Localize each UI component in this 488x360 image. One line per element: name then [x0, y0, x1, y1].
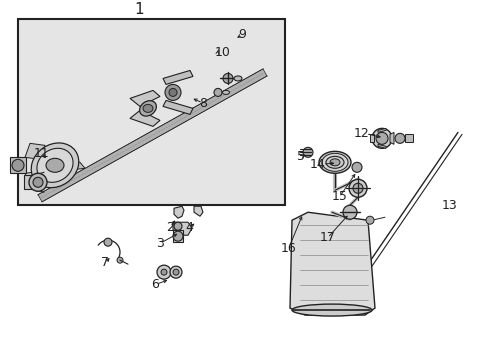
Polygon shape: [369, 134, 373, 142]
Circle shape: [170, 266, 182, 278]
Ellipse shape: [46, 158, 64, 172]
Ellipse shape: [31, 143, 79, 188]
Circle shape: [174, 222, 182, 230]
Polygon shape: [389, 132, 393, 144]
Ellipse shape: [222, 90, 229, 94]
Circle shape: [173, 231, 183, 241]
Circle shape: [365, 216, 373, 224]
Circle shape: [371, 129, 391, 148]
Polygon shape: [163, 100, 193, 114]
Text: 3: 3: [156, 237, 164, 250]
Text: 4: 4: [185, 221, 193, 234]
Circle shape: [375, 132, 387, 144]
Circle shape: [342, 205, 356, 219]
Ellipse shape: [325, 156, 343, 168]
Bar: [404, 134, 412, 142]
Circle shape: [348, 179, 366, 197]
Text: 6: 6: [151, 278, 159, 291]
Circle shape: [104, 238, 112, 246]
Circle shape: [303, 147, 312, 157]
Polygon shape: [130, 90, 160, 107]
Bar: [10, 157, 26, 173]
Circle shape: [223, 73, 232, 84]
Polygon shape: [25, 171, 45, 187]
Text: 12: 12: [353, 127, 369, 140]
Bar: [18, 19, 285, 205]
Text: 17: 17: [319, 231, 335, 244]
Circle shape: [352, 183, 362, 193]
Polygon shape: [25, 143, 45, 159]
Text: 13: 13: [441, 199, 457, 212]
Circle shape: [351, 162, 361, 172]
Polygon shape: [173, 230, 183, 242]
Polygon shape: [173, 222, 192, 235]
Ellipse shape: [139, 101, 156, 116]
Polygon shape: [63, 159, 85, 170]
Circle shape: [173, 269, 179, 275]
Ellipse shape: [142, 104, 153, 112]
Ellipse shape: [329, 159, 339, 166]
Text: 8: 8: [199, 96, 206, 109]
Text: 1: 1: [134, 2, 144, 17]
Circle shape: [12, 159, 24, 171]
Text: 10: 10: [214, 46, 230, 59]
Text: 9: 9: [238, 28, 245, 41]
Circle shape: [394, 133, 404, 143]
Circle shape: [164, 85, 181, 100]
Polygon shape: [289, 212, 374, 315]
Ellipse shape: [291, 304, 371, 316]
Polygon shape: [38, 69, 266, 202]
Circle shape: [29, 173, 47, 191]
Polygon shape: [194, 206, 203, 216]
Polygon shape: [377, 144, 385, 148]
Text: 15: 15: [331, 190, 347, 203]
Ellipse shape: [321, 153, 347, 171]
Text: 7: 7: [101, 256, 109, 269]
Circle shape: [157, 265, 171, 279]
Ellipse shape: [37, 148, 73, 182]
Polygon shape: [163, 71, 193, 85]
Text: 5: 5: [296, 150, 304, 163]
Polygon shape: [174, 206, 183, 218]
Ellipse shape: [318, 151, 350, 173]
Text: 11: 11: [34, 147, 49, 160]
Circle shape: [33, 177, 43, 187]
Text: 14: 14: [309, 158, 325, 171]
Circle shape: [161, 269, 167, 275]
Ellipse shape: [234, 76, 242, 81]
Text: 2: 2: [166, 221, 174, 234]
Polygon shape: [377, 129, 385, 132]
Text: 16: 16: [280, 242, 296, 255]
Bar: [24, 175, 34, 189]
Circle shape: [117, 257, 123, 263]
Circle shape: [169, 89, 177, 96]
Polygon shape: [130, 111, 160, 126]
Circle shape: [214, 89, 222, 96]
